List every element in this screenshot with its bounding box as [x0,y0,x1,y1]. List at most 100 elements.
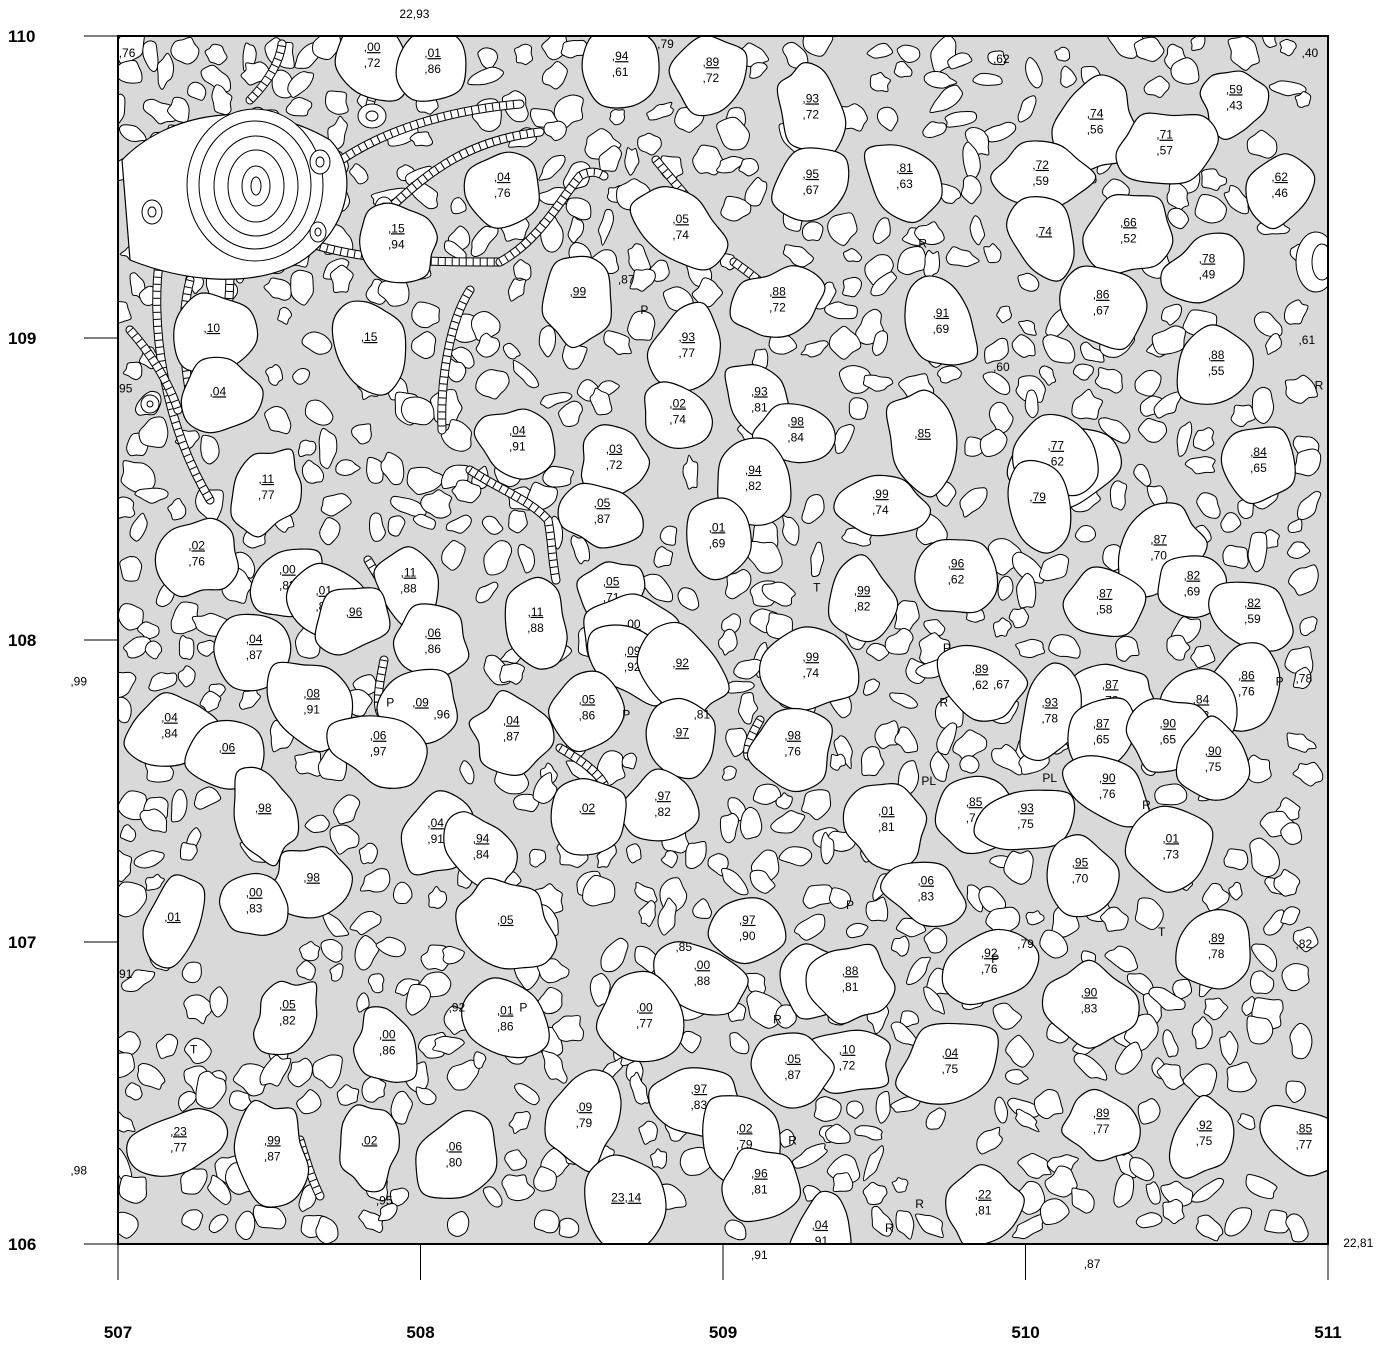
stone-outline [595,970,685,1063]
pebble [390,1090,413,1125]
stone-top-elevation: ,05 [497,913,514,927]
pebble [1094,367,1123,394]
pebble [1129,1157,1155,1182]
stone-top-elevation: ,93 [1017,801,1034,815]
stone-top-elevation: ,86 [1238,668,1255,682]
stone-outline [557,482,644,549]
stone-bottom-elevation: ,83 [917,890,934,904]
stone-top-elevation: ,04 [246,632,263,646]
stone-outline [233,1099,310,1208]
stone-top-elevation: ,59 [1226,82,1243,96]
pebble [1133,36,1165,62]
pebble [1134,897,1164,931]
stone-outline [455,877,558,970]
stone-elevation-label: ,22,81 [975,1188,992,1218]
pebble [929,751,950,782]
pebble [118,1211,139,1239]
stone-outline [750,1032,835,1109]
stone-elevation-label: ,01,81 [878,804,895,834]
stone-top-elevation: ,15 [388,221,405,235]
stone: ,78,49 [1160,232,1245,304]
stone-bottom-elevation: ,76 [784,745,801,759]
stone-elevation-label: ,94,61 [612,49,629,79]
pebble [228,1090,253,1111]
stone: ,02,74 [644,381,714,449]
stone: ,11,77 [230,448,303,538]
pebble [144,640,163,660]
stone-top-elevation: ,05 [603,575,620,589]
stone-outline [580,424,651,500]
stone: ,04,91 [789,1190,852,1244]
pebble [979,428,1008,457]
stone: ,00,88 [653,941,749,1016]
stone: ,05,87 [557,482,644,549]
stone-elevation-label: ,91,69 [932,306,949,336]
stone-outline [863,144,943,224]
stone-bottom-elevation: ,75 [1205,760,1222,774]
stone-top-elevation: ,04 [209,384,226,398]
stone-bottom-elevation: ,63 [896,177,913,191]
pebble [193,786,222,810]
pebble [897,245,928,276]
pebble [118,59,143,84]
feature-marker: P [622,708,630,722]
pebble [181,961,202,984]
pebble [366,456,384,484]
stone-elevation-label: ,99,74 [872,487,889,517]
stone-top-elevation: ,22 [975,1188,992,1202]
pebble [1143,75,1170,99]
stone-elevation-label: ,98,84 [787,415,804,445]
stone-outline [581,36,660,109]
stone-bottom-elevation: ,65 [1159,733,1176,747]
stone-bottom-elevation: ,49 [1199,268,1216,282]
stone: ,15,94 [359,202,438,284]
stone-elevation-label: ,05,86 [579,692,596,722]
stone-bottom-elevation: ,78 [1041,711,1058,725]
stone-bottom-elevation: ,73 [1162,847,1179,861]
stone-top-elevation: ,00 [636,1000,653,1014]
pebble [118,496,136,519]
stone-elevation-label: ,00,72 [364,40,381,70]
pebble [682,454,699,490]
pebble [315,1216,339,1244]
pebble [801,494,825,524]
stone-outline [547,670,626,753]
stone-bottom-elevation: ,59 [1244,612,1261,626]
stone-outline [668,36,748,117]
stone-bottom-elevation: ,76 [981,962,998,976]
pebble [1246,129,1278,159]
pebble [1203,997,1229,1021]
stone: ,02,76 [154,517,239,598]
stone-elevation-label: ,06,97 [370,729,387,759]
stone-top-elevation: ,88 [842,964,859,978]
pebble [459,760,475,785]
pebble [1273,868,1301,897]
pebble [1184,456,1216,475]
stone-elevation-label: ,86,76 [1238,668,1255,698]
pebble [866,642,890,661]
stones-layer: ,00,72,01,86,94,61,89,72,93,72,74,56,59,… [123,36,1328,1244]
pebble [533,1166,557,1192]
pebble [118,1052,135,1079]
stone-top-elevation: ,97 [690,1082,707,1096]
stone: ,79 [1007,459,1072,554]
stone-bottom-elevation: ,77 [636,1016,653,1030]
pebble [872,217,891,245]
stone-elevation-label: ,06 [219,741,236,755]
stone-top-elevation: ,05 [672,212,689,226]
stone-elevation-label: ,11,88 [527,605,544,635]
elevation-note: ,82 [1295,937,1312,951]
pebble [380,451,405,486]
stone: ,05,74 [629,186,729,271]
stone-elevation-label: ,99,87 [264,1133,281,1163]
pebble [406,466,444,495]
elevation-note: ,85 [675,940,692,954]
pebble [582,874,616,907]
stone-outline [619,768,700,842]
pebble [716,116,750,151]
pebble [409,131,434,147]
stone-elevation-label: ,82,69 [1184,569,1201,599]
stone: ,97 [645,697,716,780]
stone-bottom-elevation: ,75 [942,1062,959,1076]
